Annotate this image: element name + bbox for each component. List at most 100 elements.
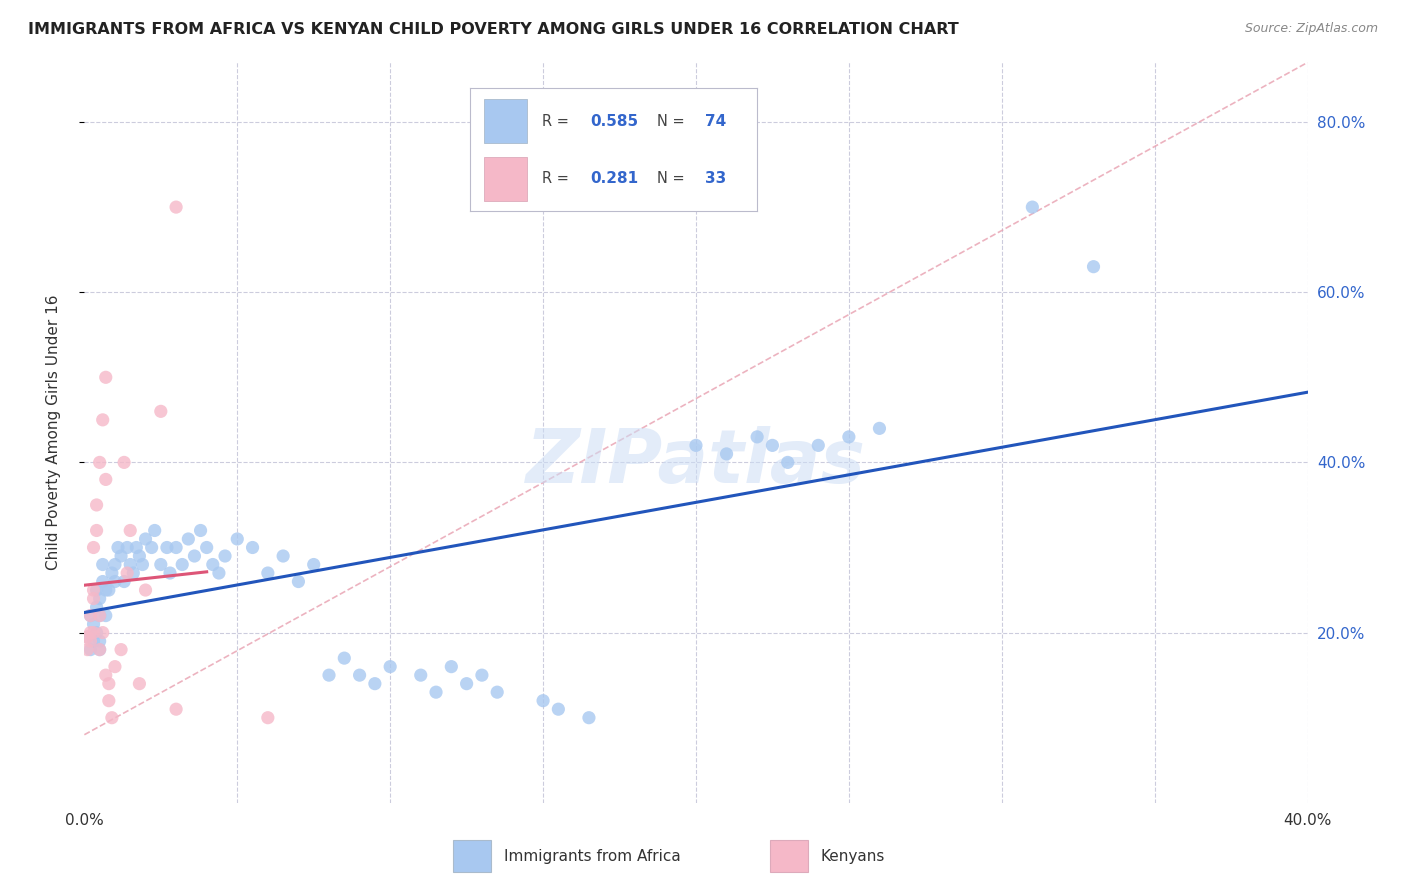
Point [156,541,179,555]
Point [1021,200,1043,214]
Point [115,541,138,555]
Text: Kenyans: Kenyans [821,849,884,863]
Point [76,630,98,644]
Point [456,676,478,690]
Point [120,524,142,538]
Point [86,600,108,615]
Point [190,524,212,538]
Point [104,558,127,572]
Point [149,404,172,418]
Point [747,430,769,444]
Point [115,566,138,580]
Point [869,421,891,435]
Point [83,591,105,606]
Point [94,370,117,384]
Point [120,558,142,572]
Point [226,532,249,546]
Point [135,532,157,546]
Point [122,566,145,580]
Point [165,702,187,716]
Point [83,541,105,555]
Point [110,549,132,563]
Point [159,566,181,580]
Point [380,659,402,673]
Point [79,608,101,623]
Point [440,659,463,673]
Point [86,524,108,538]
Point [104,659,127,673]
Point [1083,260,1105,274]
Point [318,668,340,682]
Point [131,558,153,572]
Point [214,549,236,563]
Point [97,694,120,708]
Text: IMMIGRANTS FROM AFRICA VS KENYAN CHILD POVERTY AMONG GIRLS UNDER 16 CORRELATION : IMMIGRANTS FROM AFRICA VS KENYAN CHILD P… [28,22,959,37]
Point [94,608,117,623]
Point [165,541,187,555]
Point [107,541,129,555]
Point [333,651,356,665]
Point [135,582,157,597]
Point [807,438,830,452]
Point [125,541,148,555]
Point [112,574,135,589]
Point [128,676,150,690]
Point [257,566,280,580]
Point [89,634,111,648]
Point [547,702,569,716]
Point [257,711,280,725]
Point [531,694,554,708]
Point [94,668,117,682]
Bar [453,840,492,872]
Text: Source: ZipAtlas.com: Source: ZipAtlas.com [1244,22,1378,36]
Point [86,498,108,512]
Point [242,541,264,555]
Point [287,574,309,589]
Point [91,413,114,427]
Point [271,549,294,563]
Point [141,541,163,555]
Point [89,608,111,623]
Point [86,625,108,640]
Point [716,447,738,461]
Point [101,566,124,580]
Point [201,558,224,572]
Point [94,582,117,597]
Point [91,558,114,572]
Point [91,625,114,640]
Point [86,582,108,597]
Point [425,685,447,699]
Point [89,642,111,657]
Point [838,430,860,444]
Point [177,532,200,546]
Point [195,541,218,555]
Point [91,574,114,589]
Point [112,455,135,469]
Point [172,558,194,572]
Point [110,642,132,657]
Point [79,608,101,623]
Point [208,566,231,580]
Text: Immigrants from Africa: Immigrants from Africa [505,849,681,863]
Point [89,591,111,606]
Point [302,558,325,572]
Point [83,634,105,648]
Point [761,438,783,452]
Point [349,668,371,682]
Point [83,582,105,597]
Point [471,668,494,682]
Point [89,608,111,623]
Point [104,574,127,589]
Point [149,558,172,572]
Point [79,634,101,648]
Point [128,549,150,563]
Point [776,455,799,469]
Point [685,438,707,452]
Point [76,630,98,644]
Point [83,625,105,640]
Point [89,455,111,469]
Point [89,642,111,657]
Y-axis label: Child Poverty Among Girls Under 16: Child Poverty Among Girls Under 16 [46,295,60,570]
Point [578,711,600,725]
Point [94,472,117,486]
